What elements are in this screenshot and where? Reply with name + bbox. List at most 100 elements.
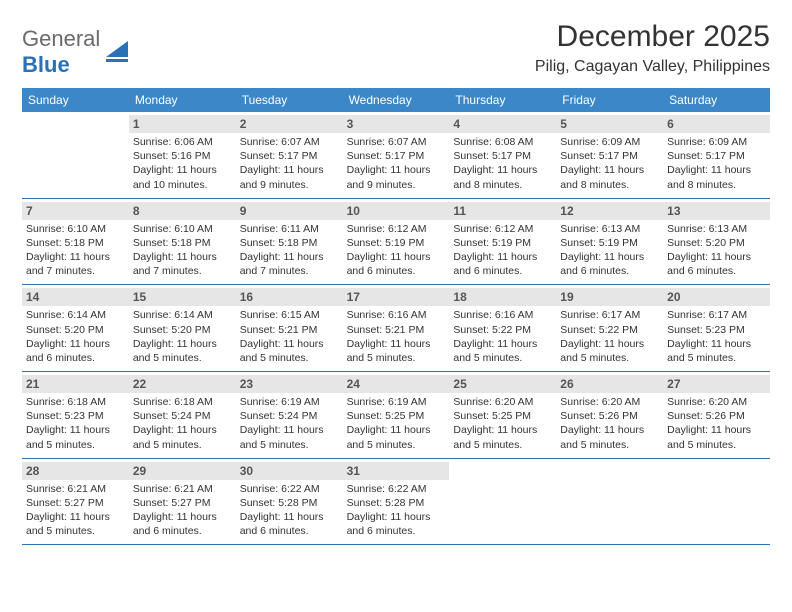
sunset-line: Sunset: 5:26 PM (560, 409, 659, 423)
daylight-line: Daylight: 11 hours and 6 minutes. (453, 250, 552, 278)
day-details: Sunrise: 6:09 AMSunset: 5:17 PMDaylight:… (667, 135, 766, 192)
sunrise-line: Sunrise: 6:07 AM (347, 135, 446, 149)
day-cell: 26Sunrise: 6:20 AMSunset: 5:26 PMDayligh… (556, 372, 663, 458)
daylight-line: Daylight: 11 hours and 6 minutes. (133, 510, 232, 538)
sunrise-line: Sunrise: 6:10 AM (26, 222, 125, 236)
day-details: Sunrise: 6:14 AMSunset: 5:20 PMDaylight:… (26, 308, 125, 365)
sunset-line: Sunset: 5:21 PM (347, 323, 446, 337)
day-details: Sunrise: 6:13 AMSunset: 5:20 PMDaylight:… (667, 222, 766, 279)
weekday-header: Friday (556, 88, 663, 112)
sunset-line: Sunset: 5:17 PM (240, 149, 339, 163)
day-number: 24 (343, 375, 450, 393)
day-details: Sunrise: 6:20 AMSunset: 5:25 PMDaylight:… (453, 395, 552, 452)
day-details: Sunrise: 6:12 AMSunset: 5:19 PMDaylight:… (347, 222, 446, 279)
day-details: Sunrise: 6:15 AMSunset: 5:21 PMDaylight:… (240, 308, 339, 365)
day-number: 27 (663, 375, 770, 393)
day-details: Sunrise: 6:10 AMSunset: 5:18 PMDaylight:… (26, 222, 125, 279)
daylight-line: Daylight: 11 hours and 10 minutes. (133, 163, 232, 191)
sunset-line: Sunset: 5:17 PM (347, 149, 446, 163)
daylight-line: Daylight: 11 hours and 5 minutes. (667, 337, 766, 365)
sunset-line: Sunset: 5:25 PM (347, 409, 446, 423)
sunset-line: Sunset: 5:25 PM (453, 409, 552, 423)
day-details: Sunrise: 6:16 AMSunset: 5:21 PMDaylight:… (347, 308, 446, 365)
title-block: December 2025 Pilig, Cagayan Valley, Phi… (535, 20, 770, 76)
brand-text: General Blue (22, 26, 100, 78)
sunrise-line: Sunrise: 6:11 AM (240, 222, 339, 236)
day-cell: 17Sunrise: 6:16 AMSunset: 5:21 PMDayligh… (343, 285, 450, 371)
daylight-line: Daylight: 11 hours and 5 minutes. (133, 423, 232, 451)
daylight-line: Daylight: 11 hours and 9 minutes. (347, 163, 446, 191)
sunrise-line: Sunrise: 6:18 AM (133, 395, 232, 409)
day-number: 8 (129, 202, 236, 220)
sunrise-line: Sunrise: 6:18 AM (26, 395, 125, 409)
day-details: Sunrise: 6:21 AMSunset: 5:27 PMDaylight:… (26, 482, 125, 539)
weekday-header: Monday (129, 88, 236, 112)
sunset-line: Sunset: 5:21 PM (240, 323, 339, 337)
sunrise-line: Sunrise: 6:20 AM (560, 395, 659, 409)
day-details: Sunrise: 6:11 AMSunset: 5:18 PMDaylight:… (240, 222, 339, 279)
daylight-line: Daylight: 11 hours and 5 minutes. (26, 423, 125, 451)
daylight-line: Daylight: 11 hours and 6 minutes. (667, 250, 766, 278)
day-number: 12 (556, 202, 663, 220)
sunrise-line: Sunrise: 6:09 AM (560, 135, 659, 149)
day-details: Sunrise: 6:21 AMSunset: 5:27 PMDaylight:… (133, 482, 232, 539)
sunset-line: Sunset: 5:19 PM (347, 236, 446, 250)
month-title: December 2025 (535, 20, 770, 54)
sunset-line: Sunset: 5:20 PM (133, 323, 232, 337)
brand-sail-icon (104, 39, 132, 65)
sunrise-line: Sunrise: 6:15 AM (240, 308, 339, 322)
day-cell: 28Sunrise: 6:21 AMSunset: 5:27 PMDayligh… (22, 459, 129, 545)
weekday-header: Sunday (22, 88, 129, 112)
sunrise-line: Sunrise: 6:07 AM (240, 135, 339, 149)
daylight-line: Daylight: 11 hours and 5 minutes. (133, 337, 232, 365)
sunset-line: Sunset: 5:24 PM (133, 409, 232, 423)
day-details: Sunrise: 6:18 AMSunset: 5:24 PMDaylight:… (133, 395, 232, 452)
sunrise-line: Sunrise: 6:22 AM (240, 482, 339, 496)
daylight-line: Daylight: 11 hours and 5 minutes. (26, 510, 125, 538)
day-cell: 4Sunrise: 6:08 AMSunset: 5:17 PMDaylight… (449, 112, 556, 198)
sunrise-line: Sunrise: 6:13 AM (560, 222, 659, 236)
day-details: Sunrise: 6:19 AMSunset: 5:24 PMDaylight:… (240, 395, 339, 452)
weeks-container: 1Sunrise: 6:06 AMSunset: 5:16 PMDaylight… (22, 112, 770, 545)
day-number: 23 (236, 375, 343, 393)
day-number: 14 (22, 288, 129, 306)
sunset-line: Sunset: 5:17 PM (667, 149, 766, 163)
daylight-line: Daylight: 11 hours and 5 minutes. (453, 337, 552, 365)
day-details: Sunrise: 6:17 AMSunset: 5:22 PMDaylight:… (560, 308, 659, 365)
sunset-line: Sunset: 5:18 PM (240, 236, 339, 250)
day-cell: 21Sunrise: 6:18 AMSunset: 5:23 PMDayligh… (22, 372, 129, 458)
daylight-line: Daylight: 11 hours and 5 minutes. (667, 423, 766, 451)
day-cell: 30Sunrise: 6:22 AMSunset: 5:28 PMDayligh… (236, 459, 343, 545)
brand-logo: General Blue (22, 20, 132, 78)
day-number: 25 (449, 375, 556, 393)
day-details: Sunrise: 6:07 AMSunset: 5:17 PMDaylight:… (240, 135, 339, 192)
day-number: 30 (236, 462, 343, 480)
day-details: Sunrise: 6:19 AMSunset: 5:25 PMDaylight:… (347, 395, 446, 452)
day-number: 13 (663, 202, 770, 220)
day-number: 11 (449, 202, 556, 220)
day-details: Sunrise: 6:10 AMSunset: 5:18 PMDaylight:… (133, 222, 232, 279)
sunset-line: Sunset: 5:19 PM (560, 236, 659, 250)
day-number: 31 (343, 462, 450, 480)
location-text: Pilig, Cagayan Valley, Philippines (535, 58, 770, 76)
daylight-line: Daylight: 11 hours and 8 minutes. (453, 163, 552, 191)
day-details: Sunrise: 6:09 AMSunset: 5:17 PMDaylight:… (560, 135, 659, 192)
sunrise-line: Sunrise: 6:08 AM (453, 135, 552, 149)
daylight-line: Daylight: 11 hours and 5 minutes. (560, 337, 659, 365)
day-details: Sunrise: 6:20 AMSunset: 5:26 PMDaylight:… (667, 395, 766, 452)
sunrise-line: Sunrise: 6:12 AM (453, 222, 552, 236)
day-number: 5 (556, 115, 663, 133)
sunrise-line: Sunrise: 6:09 AM (667, 135, 766, 149)
sunrise-line: Sunrise: 6:20 AM (667, 395, 766, 409)
sunset-line: Sunset: 5:23 PM (26, 409, 125, 423)
day-cell: 31Sunrise: 6:22 AMSunset: 5:28 PMDayligh… (343, 459, 450, 545)
daylight-line: Daylight: 11 hours and 8 minutes. (560, 163, 659, 191)
week-row: 21Sunrise: 6:18 AMSunset: 5:23 PMDayligh… (22, 372, 770, 459)
day-cell: 6Sunrise: 6:09 AMSunset: 5:17 PMDaylight… (663, 112, 770, 198)
daylight-line: Daylight: 11 hours and 7 minutes. (240, 250, 339, 278)
daylight-line: Daylight: 11 hours and 6 minutes. (560, 250, 659, 278)
day-cell: 12 Sunrise: 6:13 AMSunset: 5:19 PMDayligh… (556, 199, 663, 285)
brand-word1: General (22, 26, 100, 51)
sunset-line: Sunset: 5:22 PM (453, 323, 552, 337)
week-row: 1Sunrise: 6:06 AMSunset: 5:16 PMDaylight… (22, 112, 770, 199)
